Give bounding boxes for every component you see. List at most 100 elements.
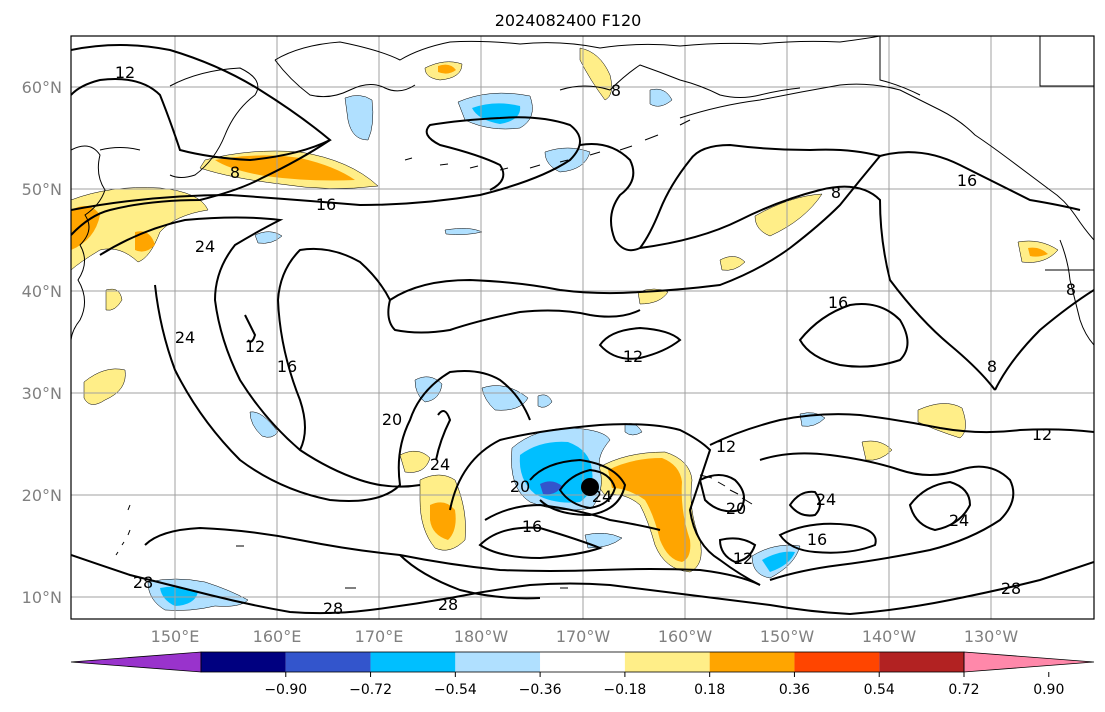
colorbar-tick-label: 0.18 xyxy=(694,682,725,698)
colorbar-tick-label: 0.54 xyxy=(864,682,895,698)
colorbar-tick-label: −0.54 xyxy=(434,682,477,698)
contour-label: 20 xyxy=(510,477,530,496)
contour-label: 8 xyxy=(831,183,841,202)
lat-axis: 10°N 20°N 30°N 40°N 50°N 60°N xyxy=(22,78,62,607)
shade-positive xyxy=(438,64,456,74)
colorbar-segment xyxy=(709,652,795,672)
contour-label: 12 xyxy=(623,347,643,366)
lon-tick-label: 150°E xyxy=(151,627,200,646)
shade-positive xyxy=(608,458,691,562)
contour-label: 24 xyxy=(175,328,195,347)
lat-tick-label: 50°N xyxy=(22,180,62,199)
shade-negative xyxy=(540,481,562,495)
contour-label: 28 xyxy=(323,599,343,618)
lon-tick-label: 140°W xyxy=(862,627,917,646)
shade-positive xyxy=(719,256,746,271)
contour-label: 20 xyxy=(382,410,402,429)
lat-tick-label: 60°N xyxy=(22,78,62,97)
shade-positive xyxy=(430,502,456,540)
shade-negative xyxy=(481,385,529,411)
colorbar-extend-low xyxy=(70,651,202,673)
shade-negative xyxy=(537,394,553,408)
contour-label: 8 xyxy=(987,357,997,376)
lon-tick-label: 130°W xyxy=(964,627,1019,646)
contour-label: 16 xyxy=(807,530,827,549)
contour-label: 28 xyxy=(133,573,153,592)
lon-tick-label: 160°E xyxy=(253,627,302,646)
colorbar-segment xyxy=(624,652,710,672)
map-frame xyxy=(70,35,1095,620)
lon-tick-label: 160°W xyxy=(658,627,713,646)
shade-negative xyxy=(254,231,283,244)
lon-axis: 150°E 160°E 170°E 180°W 170°W 160°W 150°… xyxy=(151,627,1019,646)
contour-label: 12 xyxy=(1032,425,1052,444)
coastlines xyxy=(71,36,1094,589)
shade-positive xyxy=(637,288,669,305)
contour-label: 12 xyxy=(733,549,753,568)
map-title: 2024082400 F120 xyxy=(495,11,642,30)
colorbar-segment xyxy=(540,652,625,672)
graticule xyxy=(71,36,1094,619)
contour-label: 16 xyxy=(828,293,848,312)
colorbar-segment xyxy=(794,652,880,672)
contour-label: 8 xyxy=(611,81,621,100)
shade-positive xyxy=(71,187,209,271)
lat-tick-label: 20°N xyxy=(22,486,62,505)
colorbar-segment xyxy=(285,652,371,672)
shade-positive xyxy=(83,368,126,405)
lon-tick-label: 150°W xyxy=(760,627,815,646)
lon-tick-label: 170°W xyxy=(556,627,611,646)
contour-label: 16 xyxy=(277,357,297,376)
colorbar-outline xyxy=(200,651,965,673)
contour-label: 20 xyxy=(726,499,746,518)
shade-positive xyxy=(399,450,431,473)
storm-center-marker xyxy=(581,478,599,496)
contour-label: 28 xyxy=(438,595,458,614)
shade-positive xyxy=(1028,247,1048,257)
colorbar-tick-label: −0.72 xyxy=(349,682,392,698)
colorbar-tick-label: 0.72 xyxy=(948,682,979,698)
lat-tick-label: 30°N xyxy=(22,384,62,403)
shade-negative xyxy=(444,228,483,235)
shade-positive xyxy=(135,231,155,252)
lon-tick-label: 170°E xyxy=(355,627,404,646)
colorbar-tick-label: −0.36 xyxy=(519,682,562,698)
colorbar-segment xyxy=(879,652,964,672)
shade-positive xyxy=(861,440,893,461)
colorbar-tick-label: −0.90 xyxy=(264,682,307,698)
shade-positive xyxy=(754,193,823,237)
lat-tick-label: 40°N xyxy=(22,282,62,301)
shade-negative xyxy=(519,441,593,503)
map-area: 12 8 16 24 8 12 24 16 16 8 20 24 12 12 1… xyxy=(71,36,1094,619)
colorbar-segment xyxy=(370,652,456,672)
shade-negative xyxy=(584,532,623,549)
shade-positive xyxy=(105,288,123,311)
colorbar-segment xyxy=(455,652,541,672)
contour-label: 24 xyxy=(430,455,450,474)
colorbar-segment xyxy=(201,652,286,672)
colorbar-tick-label: −0.18 xyxy=(603,682,646,698)
contour-label: 16 xyxy=(522,517,542,536)
shade-negative xyxy=(344,95,374,141)
contour-label: 28 xyxy=(1001,579,1021,598)
contour-label: 24 xyxy=(195,237,215,256)
shade-negative xyxy=(249,411,279,438)
shade-negative xyxy=(649,88,673,107)
colorbar-tick-label: 0.90 xyxy=(1033,682,1064,698)
contour-label: 8 xyxy=(1066,280,1076,299)
lat-tick-label: 10°N xyxy=(22,588,62,607)
contour-label: 24 xyxy=(816,490,836,509)
lon-tick-label: 180°W xyxy=(454,627,509,646)
contour-label: 12 xyxy=(716,437,736,456)
colorbar-extend-high xyxy=(963,651,1095,673)
contours xyxy=(71,44,1094,616)
shade-negative xyxy=(160,586,198,606)
contour-label: 12 xyxy=(115,63,135,82)
contour-label: 16 xyxy=(316,195,336,214)
contour-label: 8 xyxy=(230,163,240,182)
contour-label: 12 xyxy=(245,337,265,356)
contour-label: 16 xyxy=(957,171,977,190)
colorbar: −0.90 −0.72 −0.54 −0.36 −0.18 0.18 0.36 0.54 0.7… xyxy=(70,651,1095,698)
shade-positive xyxy=(215,155,355,181)
